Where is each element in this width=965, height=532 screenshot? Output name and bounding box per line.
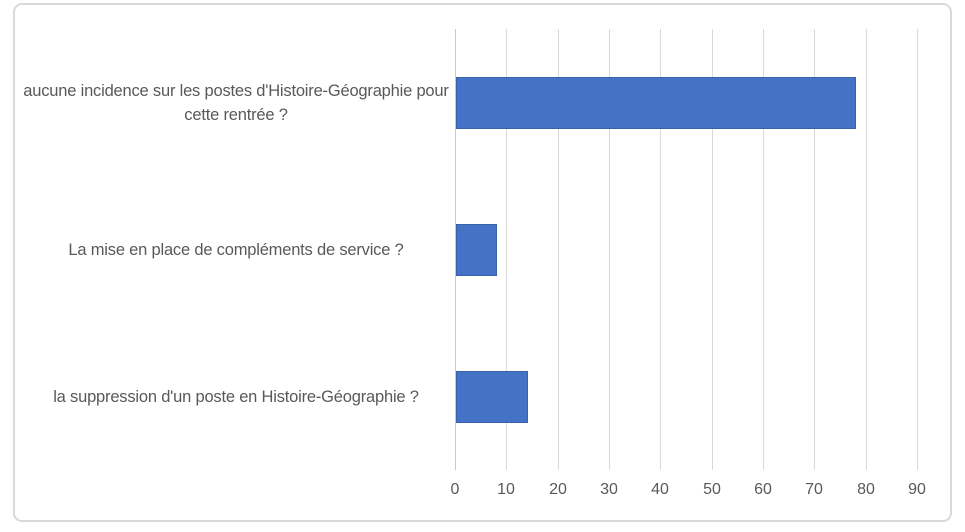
y-axis-line (455, 29, 456, 470)
x-tick-label: 70 (805, 481, 823, 498)
vertical-gridline (866, 29, 867, 470)
bar (456, 371, 528, 423)
x-tick-label: 90 (908, 481, 926, 498)
x-tick-label: 0 (450, 481, 460, 498)
category-label: La mise en place de compléments de servi… (68, 241, 404, 259)
x-tick-label: 80 (857, 481, 875, 498)
x-tick-label: 60 (754, 481, 772, 498)
vertical-gridline (917, 29, 918, 470)
x-tick-label: 40 (651, 481, 669, 498)
category-label: aucune incidence sur les postes d'Histoi… (23, 82, 449, 124)
x-tick-label: 20 (549, 481, 567, 498)
vertical-gridline (609, 29, 610, 470)
vertical-gridline (506, 29, 507, 470)
vertical-gridline (712, 29, 713, 470)
bar (456, 224, 497, 276)
x-tick-label: 50 (703, 481, 721, 498)
vertical-gridline (660, 29, 661, 470)
vertical-gridline (763, 29, 764, 470)
vertical-gridline (558, 29, 559, 470)
x-tick-label: 30 (600, 481, 618, 498)
vertical-gridline (814, 29, 815, 470)
category-label: la suppression d'un poste en Histoire-Gé… (53, 388, 419, 406)
x-tick-label: 10 (497, 481, 515, 498)
bar (456, 77, 856, 129)
